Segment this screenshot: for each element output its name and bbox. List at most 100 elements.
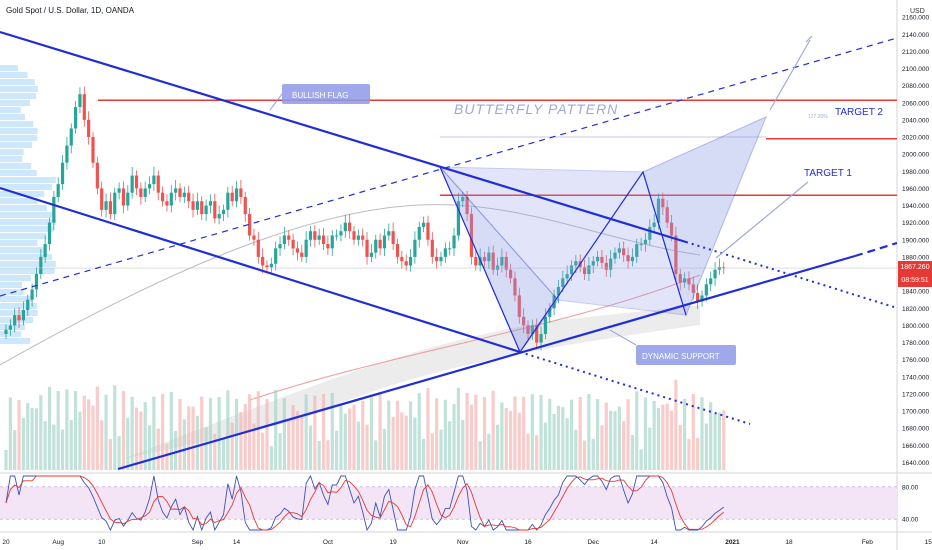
candle-body (374, 239, 378, 253)
candle-body (430, 239, 434, 257)
candle-body (683, 278, 687, 283)
volume-bar (635, 391, 639, 470)
volume-bar (21, 418, 25, 470)
x-tick-label: Oct (323, 539, 333, 546)
fib-label: 127.20% (808, 114, 828, 120)
bullish-flag-box (282, 84, 370, 104)
candle-body (408, 256, 413, 266)
volume-bar (548, 398, 552, 470)
candle-body (691, 284, 695, 293)
candle-body (4, 329, 8, 334)
volume-bar (678, 424, 682, 470)
volume-profile-bar (0, 184, 52, 190)
candle-body (26, 299, 30, 311)
volume-bar (121, 390, 126, 470)
volume-bar (100, 420, 104, 470)
volume-bar (648, 427, 652, 470)
volume-bar (47, 386, 52, 470)
volume-bar (191, 406, 195, 470)
volume-bar (313, 395, 317, 470)
candle-body (91, 137, 95, 163)
candle-body (217, 214, 221, 219)
volume-bar (143, 402, 147, 470)
volume-bar (356, 421, 360, 470)
xabcd-path (439, 166, 687, 354)
volume-bar (713, 414, 717, 470)
candle-body (687, 278, 691, 285)
candle-body (221, 209, 226, 215)
volume-bar (500, 402, 504, 470)
y-tick-label: 1800.000 (902, 323, 929, 330)
candle-body (413, 239, 417, 257)
dynamic-support-box (636, 345, 736, 365)
candle-body (382, 235, 387, 249)
volume-profile-bar (0, 205, 47, 211)
candle-body (539, 333, 543, 343)
candle-body (21, 310, 25, 321)
candle-body (456, 201, 460, 236)
candle-body (313, 231, 317, 240)
candle-body (378, 239, 382, 249)
volume-bar (8, 397, 12, 470)
volume-bar (469, 404, 474, 470)
volume-bar (130, 396, 134, 470)
volume-profile-bar (0, 93, 37, 99)
target-1-label: TARGET 1 (804, 168, 852, 179)
candle-body (678, 274, 682, 283)
candle-body (635, 244, 639, 257)
candle-body (52, 196, 56, 223)
x-tick-label: 15 (925, 539, 932, 546)
volume-bar (600, 425, 604, 470)
volume-bar (617, 406, 621, 470)
volume-profile-bar (0, 114, 26, 120)
y-tick-label: 2080.000 (902, 83, 929, 90)
volume-bar (343, 413, 347, 470)
volume-bar (639, 449, 643, 470)
volume-bar (13, 430, 17, 470)
volume-profile-bar (0, 72, 28, 78)
volume-bar (626, 399, 630, 470)
y-tick-label: 1780.000 (902, 340, 929, 347)
candle-body (317, 235, 321, 240)
candle-body (335, 235, 339, 237)
volume-bar (87, 399, 91, 470)
volume-bar (669, 410, 674, 470)
volume-profile-bar (0, 198, 38, 204)
candle-body (387, 231, 391, 236)
candle-body (391, 231, 395, 245)
candle-body (204, 205, 208, 215)
candle-body (713, 269, 717, 279)
volume-bar (700, 397, 704, 470)
volume-bar (361, 400, 365, 470)
candle-body (665, 207, 669, 223)
candle-body (369, 252, 373, 257)
support-trendline (117, 254, 856, 471)
volume-profile-bar (0, 79, 35, 85)
volume-bar (561, 407, 565, 470)
candle-body (461, 196, 465, 202)
volume-bar (543, 422, 547, 470)
candle-body (165, 201, 169, 206)
candle-body (556, 286, 561, 296)
y-tick-label: 2060.000 (902, 100, 929, 107)
candle-body (100, 188, 104, 210)
candle-body (591, 261, 595, 266)
candle-body (274, 248, 278, 264)
candle-body (452, 235, 456, 249)
volume-bar (422, 438, 426, 470)
volume-bar (317, 440, 321, 470)
candle-body (574, 261, 578, 266)
volume-bar (330, 392, 334, 470)
volume-bar (535, 435, 539, 470)
x-tick-label: Aug (52, 539, 64, 546)
volume-bar (256, 391, 260, 470)
candle-body (700, 295, 704, 302)
candle-body (282, 235, 286, 245)
candle-body (569, 265, 574, 275)
volume-profile-bar (0, 247, 45, 253)
volume-bar (56, 391, 60, 470)
y-tick-label: 2120.000 (902, 49, 929, 56)
volume-bar (530, 394, 534, 470)
candle-body (213, 201, 217, 219)
